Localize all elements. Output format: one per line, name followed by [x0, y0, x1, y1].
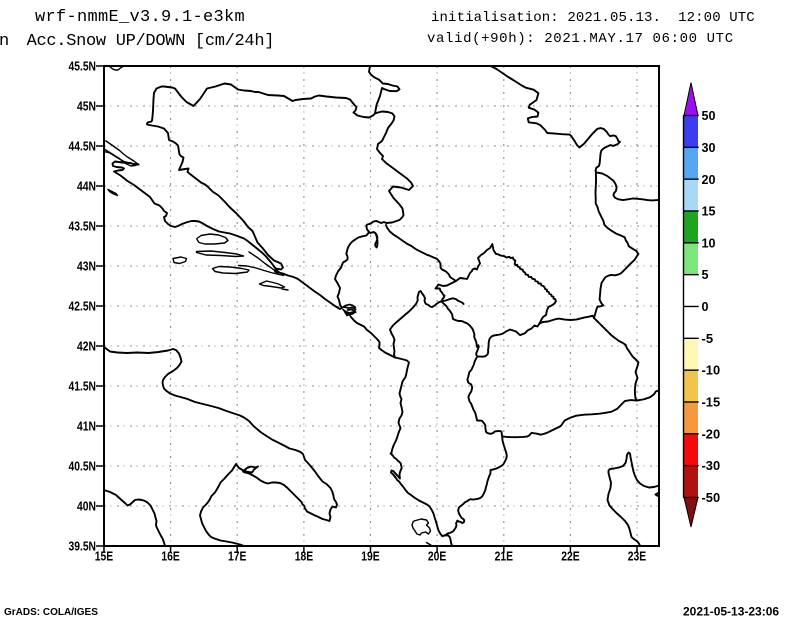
svg-text:19E: 19E	[361, 548, 380, 563]
svg-text:45.5N: 45.5N	[69, 59, 97, 74]
svg-text:-30: -30	[702, 458, 721, 473]
svg-text:22E: 22E	[561, 548, 580, 563]
svg-text:30: 30	[702, 140, 716, 155]
svg-text:10: 10	[702, 235, 716, 250]
svg-text:44.5N: 44.5N	[69, 139, 97, 154]
svg-text:-50: -50	[702, 490, 721, 505]
svg-text:43N: 43N	[77, 259, 96, 274]
svg-text:initialisation: 2021.05.13. 1: initialisation: 2021.05.13. 12:00 UTC	[431, 10, 755, 26]
svg-text:20E: 20E	[428, 548, 447, 563]
svg-text:41.5N: 41.5N	[69, 379, 97, 394]
svg-text:40N: 40N	[77, 499, 96, 514]
svg-text:43.5N: 43.5N	[69, 219, 97, 234]
svg-text:-15: -15	[702, 395, 721, 410]
svg-text:15E: 15E	[95, 548, 114, 563]
svg-text:Acc.Snow UP/DOWN [cm/24h]: Acc.Snow UP/DOWN [cm/24h]	[27, 32, 275, 51]
svg-text:41N: 41N	[77, 419, 96, 434]
svg-text:23E: 23E	[628, 548, 647, 563]
svg-text:45N: 45N	[77, 99, 96, 114]
svg-text:2021-05-13-23:06: 2021-05-13-23:06	[683, 605, 779, 618]
svg-text:20: 20	[702, 172, 716, 187]
svg-text:42.5N: 42.5N	[69, 299, 97, 314]
svg-text:GrADS: COLA/IGES: GrADS: COLA/IGES	[4, 607, 98, 618]
svg-text:16E: 16E	[161, 548, 180, 563]
svg-text:17E: 17E	[228, 548, 247, 563]
svg-text:-5: -5	[702, 331, 714, 346]
svg-text:39.5N: 39.5N	[69, 539, 97, 554]
svg-text:-10: -10	[702, 363, 721, 378]
svg-text:valid(+90h): 2021.MAY.17 06:00: valid(+90h): 2021.MAY.17 06:00 UTC	[427, 31, 734, 47]
svg-text:5: 5	[702, 267, 709, 282]
svg-text:42N: 42N	[77, 339, 96, 354]
svg-text:wrf-nmmE_v3.9.1-e3km: wrf-nmmE_v3.9.1-e3km	[35, 8, 245, 27]
svg-text:50: 50	[702, 108, 716, 123]
svg-text:n: n	[0, 32, 10, 51]
svg-text:15: 15	[702, 204, 716, 219]
svg-text:21E: 21E	[495, 548, 514, 563]
svg-text:44N: 44N	[77, 179, 96, 194]
svg-text:0: 0	[702, 299, 709, 314]
svg-text:18E: 18E	[295, 548, 314, 563]
svg-text:40.5N: 40.5N	[69, 459, 97, 474]
svg-text:-20: -20	[702, 426, 721, 441]
